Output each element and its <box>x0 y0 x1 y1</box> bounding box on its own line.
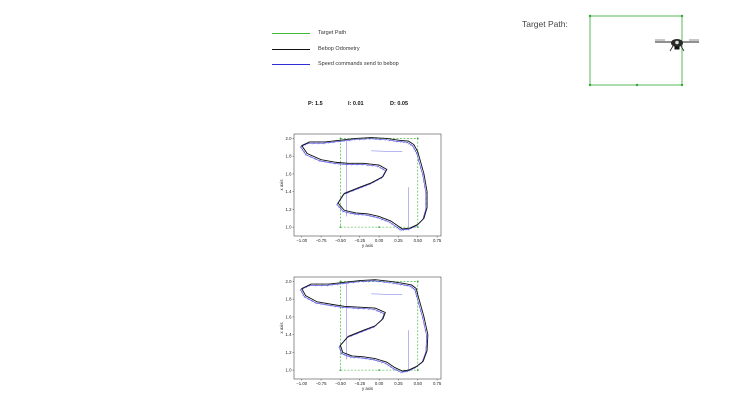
x-tick-label: 0.50 <box>414 238 423 243</box>
legend-label-target-path: Target Path <box>318 30 347 36</box>
legend-label-bebop-odometry: Bebop Odometry <box>318 46 360 52</box>
legend-swatch-target-path <box>272 32 310 34</box>
target-waypoint-marker <box>378 226 381 229</box>
y-tick-label: 1.4 <box>286 332 293 337</box>
y-axis-label: x axis <box>279 323 284 334</box>
target-waypoint <box>635 83 639 87</box>
speed-command-segment <box>371 150 403 152</box>
x-tick-label: −0.50 <box>335 381 346 386</box>
target-waypoint-marker <box>339 137 342 140</box>
x-tick-label: −0.50 <box>335 238 346 243</box>
y-axis-label: x axis <box>279 180 284 191</box>
legend-item-speed-commands: Speed commands send to bebop <box>272 58 399 70</box>
y-tick-label: 1.6 <box>286 171 293 176</box>
legend-label-speed-commands: Speed commands send to bebop <box>318 61 399 67</box>
legend-item-target-path: Target Path <box>272 27 346 39</box>
y-tick-label: 2.0 <box>286 136 293 141</box>
y-tick-label: 1.0 <box>286 225 293 230</box>
drone-icon <box>655 39 699 52</box>
pid-d-value: D: 0.05 <box>390 101 409 107</box>
target-waypoint <box>680 83 684 87</box>
legend-item-bebop-odometry: Bebop Odometry <box>272 43 360 55</box>
odometry-line <box>301 279 429 372</box>
x-axis-label: y axis <box>362 386 373 391</box>
x-tick-label: −0.25 <box>354 238 365 243</box>
speed-command-line <box>300 138 427 231</box>
target-waypoint-marker <box>339 280 342 283</box>
x-tick-label: 0.00 <box>375 381 384 386</box>
legend-swatch-speed-commands <box>272 63 310 65</box>
x-axis-label: y axis <box>362 243 373 248</box>
pid-i-value: I: 0.01 <box>348 101 364 107</box>
legend-swatch-bebop-odometry <box>272 48 310 50</box>
target-waypoint-marker <box>339 369 342 372</box>
x-tick-label: −0.75 <box>316 238 327 243</box>
target-waypoint <box>588 83 592 87</box>
y-tick-label: 1.4 <box>286 189 293 194</box>
odometry-line <box>301 137 428 230</box>
target-waypoint-marker <box>416 137 419 140</box>
plot-frame <box>293 276 442 380</box>
target-waypoint-marker <box>339 226 342 229</box>
y-tick-label: 2.0 <box>286 279 293 284</box>
x-tick-label: −0.75 <box>316 381 327 386</box>
y-tick-label: 1.8 <box>286 154 293 159</box>
target-waypoint-marker <box>416 226 419 229</box>
y-tick-label: 1.2 <box>286 350 293 355</box>
target-waypoint <box>680 14 684 18</box>
x-tick-label: 0.00 <box>375 238 384 243</box>
x-tick-label: 0.25 <box>394 381 403 386</box>
x-tick-label: 0.25 <box>394 238 403 243</box>
target-waypoint-marker <box>416 280 419 283</box>
x-tick-label: 0.75 <box>433 381 442 386</box>
y-tick-label: 1.0 <box>286 368 293 373</box>
target-waypoint-marker <box>416 369 419 372</box>
target-path-title: Target Path: <box>522 19 568 29</box>
target-path-preview <box>588 14 699 87</box>
target-waypoint-marker <box>378 369 381 372</box>
y-tick-label: 1.8 <box>286 297 293 302</box>
x-tick-label: −1.00 <box>296 381 307 386</box>
x-tick-label: −0.25 <box>354 381 365 386</box>
speed-command-segment <box>371 293 403 295</box>
x-tick-label: 0.75 <box>433 238 442 243</box>
y-tick-label: 1.6 <box>286 314 293 319</box>
x-tick-label: −1.00 <box>296 238 307 243</box>
pid-p-value: P: 1.5 <box>308 101 323 107</box>
y-tick-label: 1.2 <box>286 207 293 212</box>
x-tick-label: 0.50 <box>414 381 423 386</box>
target-waypoint <box>588 14 592 18</box>
